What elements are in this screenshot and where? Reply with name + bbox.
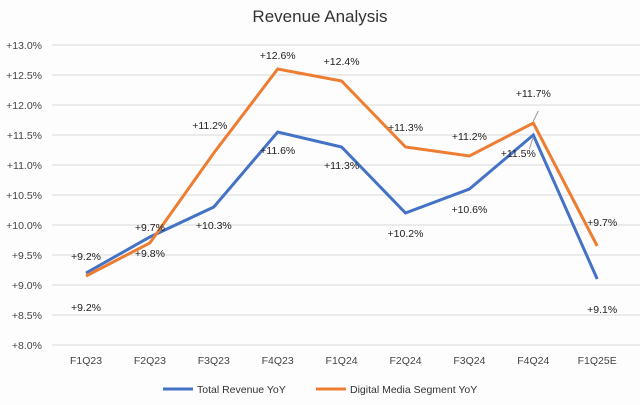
data-label-total-revenue: +10.2% — [388, 228, 424, 240]
data-label-digital-media: +12.6% — [260, 50, 296, 62]
data-label-digital-media: +11.2% — [192, 120, 227, 132]
y-tick-label: +11.5% — [7, 130, 42, 142]
data-label-total-revenue: +10.6% — [451, 204, 487, 216]
x-tick-label: F3Q24 — [453, 355, 485, 367]
data-label-total-revenue: +10.3% — [196, 220, 232, 232]
leader-line — [528, 136, 534, 150]
data-label-total-revenue: +11.6% — [260, 145, 295, 157]
series-line-digital-media — [85, 67, 599, 278]
x-tick-label: F2Q24 — [389, 355, 421, 367]
gridlines — [52, 44, 640, 346]
y-tick-label: +8.0% — [12, 340, 42, 352]
x-tick-label: F3Q23 — [198, 355, 230, 367]
y-tick-label: +9.5% — [12, 250, 42, 262]
series-line-total-revenue — [85, 130, 599, 280]
y-tick-label: +11.0% — [7, 160, 42, 172]
chart-title: Revenue Analysis — [252, 7, 387, 26]
x-tick-label: F4Q24 — [517, 355, 549, 367]
data-label-digital-media: +12.4% — [324, 56, 360, 68]
legend: Total Revenue YoY Digital Media Segment … — [163, 384, 477, 396]
x-tick-label: F1Q23 — [70, 355, 102, 367]
y-axis-ticks: +8.0% +8.5% +9.0% +9.5% +10.0% +10.5% +11.0% +1… — [6, 40, 42, 352]
leader-line — [532, 110, 539, 122]
y-tick-label: +9.0% — [12, 280, 42, 292]
series-lines — [85, 67, 599, 280]
data-label-total-revenue: +9.2% — [71, 302, 101, 314]
data-label-total-revenue: +9.8% — [135, 248, 165, 260]
y-tick-label: +13.0% — [6, 40, 42, 52]
data-label-digital-media: +9.7% — [587, 217, 617, 229]
data-label-total-revenue: +11.5% — [501, 148, 536, 160]
y-tick-label: +12.5% — [6, 70, 42, 82]
x-axis-ticks: F1Q23 F2Q23 F3Q23 F4Q23 F1Q24 F2Q24 F3Q24 F4Q24… — [70, 355, 617, 367]
data-label-total-revenue: +11.3% — [324, 160, 359, 172]
data-label-digital-media: +9.2% — [71, 251, 101, 263]
y-tick-label: +10.0% — [6, 220, 42, 232]
x-tick-label: F4Q23 — [262, 355, 294, 367]
data-label-digital-media: +11.7% — [516, 88, 551, 100]
y-tick-label: +12.0% — [6, 100, 42, 112]
x-tick-label: F2Q23 — [134, 355, 166, 367]
data-label-digital-media: +9.7% — [135, 222, 165, 234]
x-tick-label: F1Q24 — [326, 355, 358, 367]
x-tick-label: F1Q25E — [578, 355, 617, 367]
legend-label-total-revenue: Total Revenue YoY — [197, 384, 286, 396]
data-label-digital-media: +11.2% — [452, 131, 487, 143]
data-labels: +9.2% +9.8% +10.3% +11.6% +11.3% +10.2% +10.6%… — [71, 50, 617, 316]
legend-label-digital-media: Digital Media Segment YoY — [350, 384, 477, 396]
y-tick-label: +8.5% — [12, 310, 42, 322]
data-label-total-revenue: +9.1% — [587, 304, 617, 316]
data-label-digital-media: +11.3% — [388, 122, 423, 134]
y-tick-label: +10.5% — [6, 190, 42, 202]
